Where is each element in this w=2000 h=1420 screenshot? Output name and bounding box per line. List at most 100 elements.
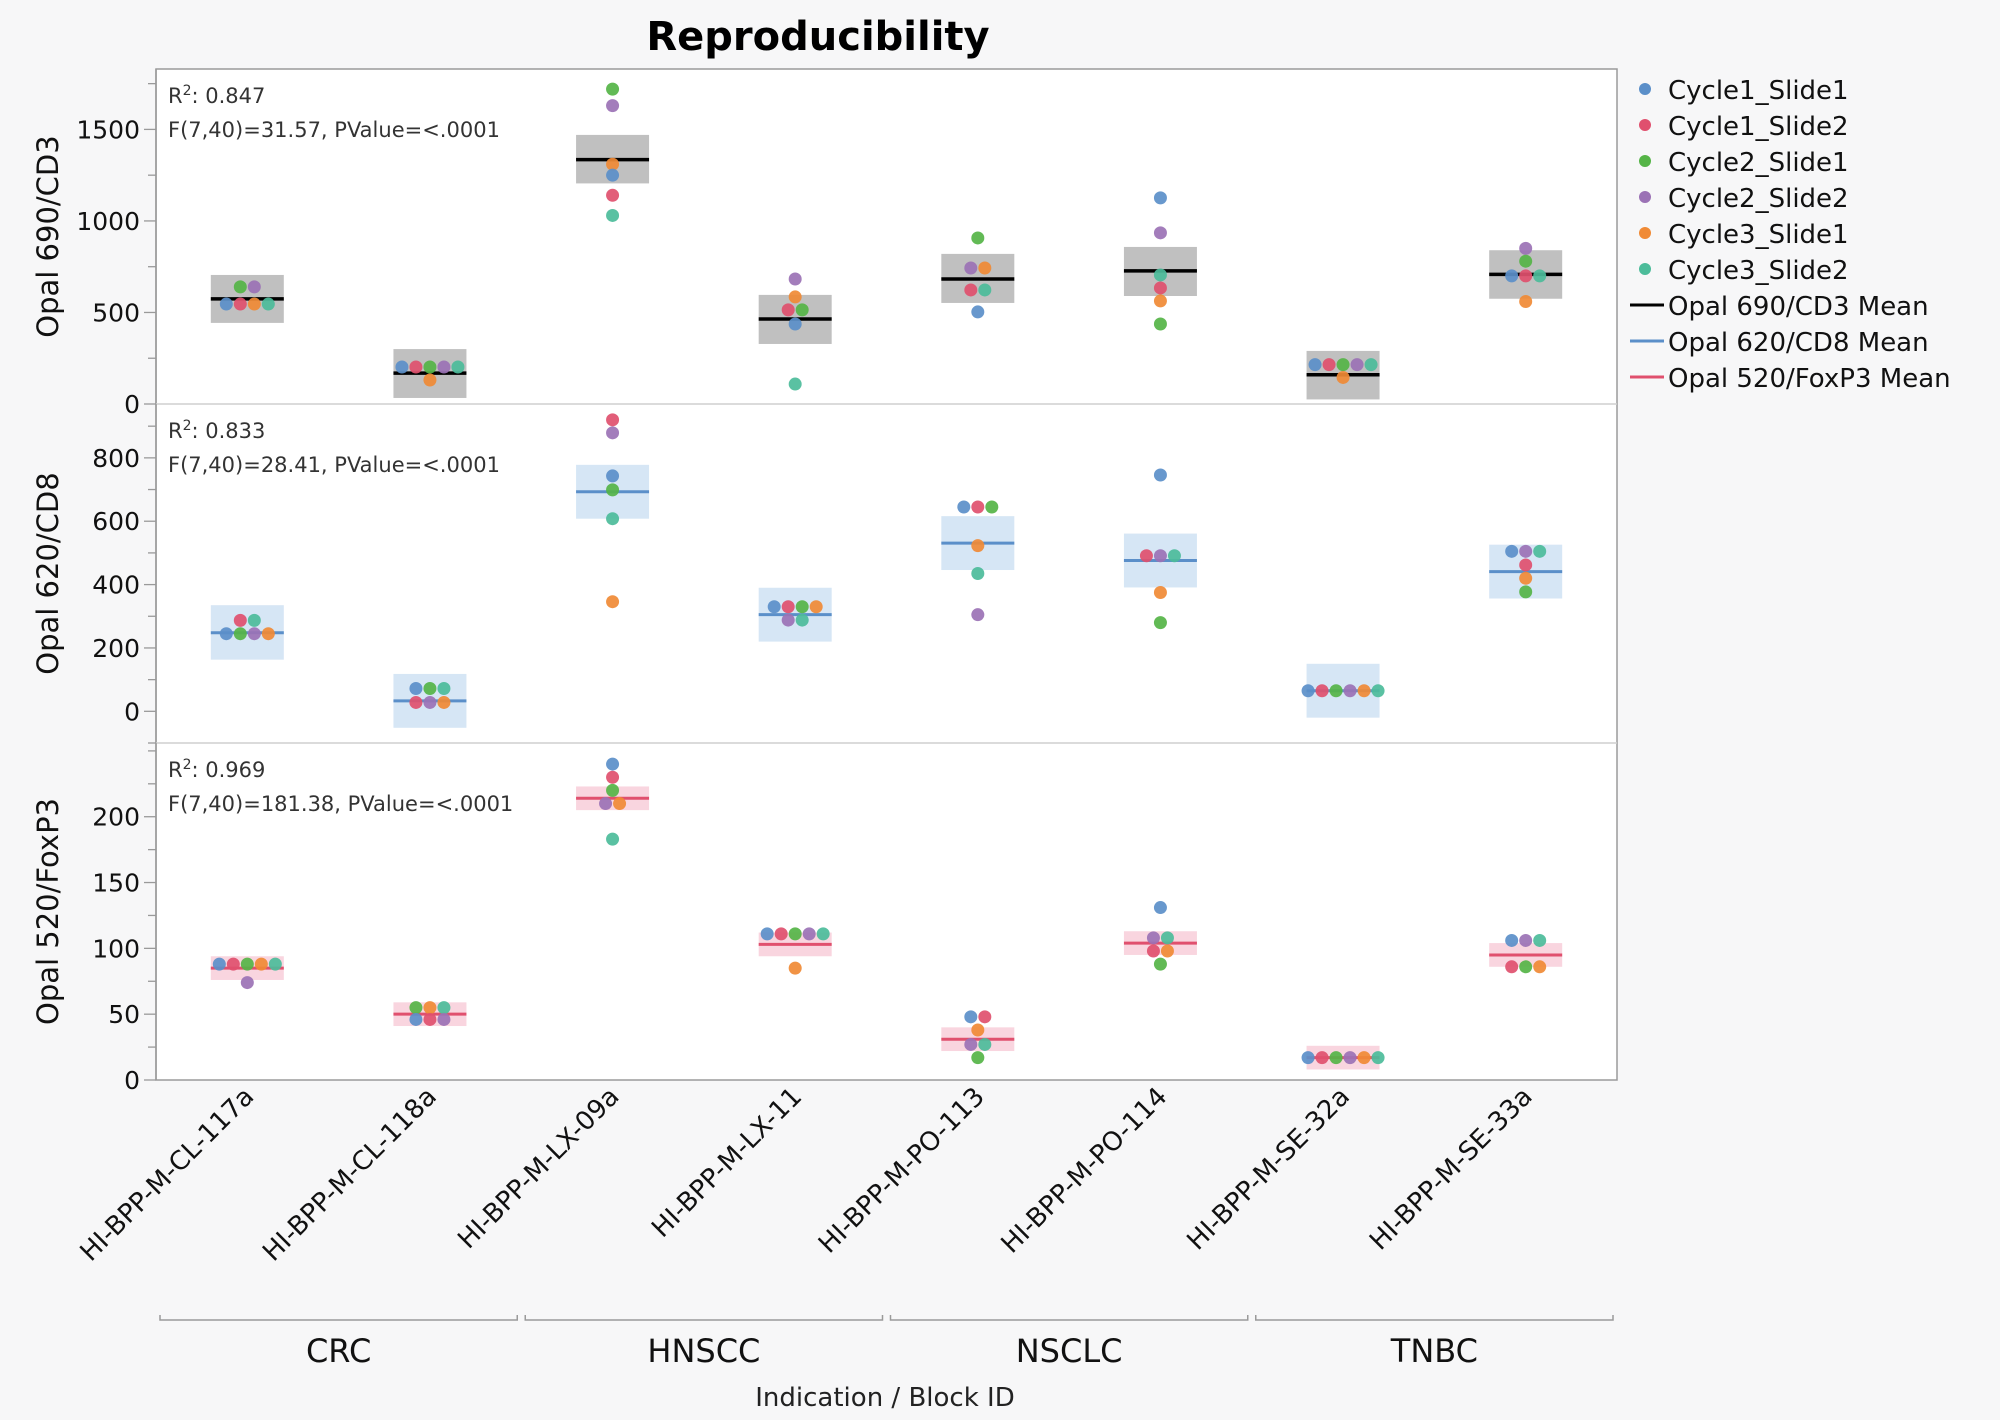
y-axis-label: Opal 690/CD3	[31, 135, 65, 337]
data-point-cycle3-slide2	[1160, 931, 1174, 945]
legend-item: Opal 690/CD3 Mean	[1630, 292, 1929, 322]
data-point-cycle2-slide1	[971, 231, 985, 245]
y-tick-label: 400	[92, 571, 140, 600]
data-point-cycle2-slide1	[423, 682, 437, 696]
legend-marker-dot	[1639, 83, 1651, 95]
category-group	[941, 231, 1015, 319]
data-point-cycle2-slide1	[1329, 1051, 1343, 1065]
x-category-label: HI-BPP-M-LX-09a	[452, 1082, 625, 1255]
y-tick-label: 0	[124, 1066, 140, 1095]
data-point-cycle3-slide1	[437, 695, 451, 709]
data-point-cycle2-slide2	[781, 613, 795, 627]
data-point-cycle3-slide1	[1160, 944, 1174, 958]
data-point-cycle2-slide1	[1336, 358, 1350, 372]
data-point-cycle1-slide1	[788, 317, 802, 331]
legend-item: Cycle3_Slide2	[1639, 256, 1849, 286]
legend-label: Cycle3_Slide2	[1668, 256, 1849, 286]
legend-marker-dot	[1639, 155, 1651, 167]
data-point-cycle1-slide2	[1139, 549, 1153, 563]
data-point-cycle3-slide1	[788, 290, 802, 304]
legend-marker-dot	[1639, 191, 1651, 203]
data-point-cycle3-slide2	[1533, 933, 1547, 947]
plot-frame	[155, 68, 1618, 1081]
category-group	[1301, 663, 1385, 718]
data-point-cycle1-slide1	[767, 600, 781, 614]
data-point-cycle3-slide2	[978, 283, 992, 297]
data-point-cycle1-slide2	[423, 1012, 437, 1026]
data-point-cycle3-slide1	[1357, 684, 1371, 698]
data-point-cycle2-slide1	[606, 82, 620, 96]
data-point-cycle3-slide2	[606, 208, 620, 222]
data-point-cycle2-slide2	[423, 695, 437, 709]
data-point-cycle2-slide2	[437, 360, 451, 374]
r-squared-text: R2: 0.833	[168, 418, 265, 443]
data-point-cycle2-slide2	[1343, 1051, 1357, 1065]
data-point-cycle3-slide1	[978, 261, 992, 275]
data-point-cycle3-slide1	[971, 539, 985, 553]
data-point-cycle1-slide2	[1519, 269, 1533, 283]
legend-item: Cycle2_Slide1	[1639, 148, 1849, 178]
data-point-cycle1-slide2	[781, 303, 795, 317]
data-point-cycle1-slide2	[606, 770, 620, 784]
group-bracket	[524, 1315, 884, 1321]
data-point-cycle2-slide2	[1146, 931, 1160, 945]
legend-item: Opal 620/CD8 Mean	[1630, 328, 1929, 358]
category-group	[941, 1010, 1015, 1065]
x-category-label: HI-BPP-M-LX-11	[646, 1082, 808, 1244]
data-point-cycle3-slide1	[254, 957, 268, 971]
data-point-cycle1-slide2	[781, 600, 795, 614]
data-point-cycle2-slide1	[1519, 960, 1533, 974]
data-point-cycle3-slide1	[423, 373, 437, 387]
data-point-cycle3-slide2	[451, 360, 465, 374]
y-tick-label: 50	[108, 1000, 140, 1029]
data-point-cycle1-slide1	[1153, 901, 1167, 915]
data-point-cycle2-slide1	[788, 927, 802, 941]
data-point-cycle3-slide2	[261, 297, 275, 311]
f-test-text: F(7,40)=31.57, PValue=<.0001	[168, 118, 500, 142]
y-tick-label: 200	[92, 803, 140, 832]
y-tick-label: 150	[92, 869, 140, 898]
y-axis-label: Opal 620/CD8	[31, 472, 65, 674]
data-point-cycle2-slide2	[437, 1012, 451, 1026]
legend-label: Cycle2_Slide2	[1668, 184, 1849, 214]
data-point-cycle1-slide1	[1153, 191, 1167, 205]
category-group	[1306, 350, 1380, 400]
data-point-cycle1-slide1	[212, 957, 226, 971]
data-point-cycle1-slide2	[971, 500, 985, 514]
f-test-text: F(7,40)=28.41, PValue=<.0001	[168, 453, 500, 477]
data-point-cycle3-slide2	[795, 613, 809, 627]
group-label: HNSCC	[647, 1332, 760, 1370]
data-point-cycle2-slide1	[423, 360, 437, 374]
data-point-cycle3-slide1	[1519, 571, 1533, 585]
data-point-cycle2-slide2	[1519, 241, 1533, 255]
category-group	[758, 587, 832, 642]
legend-item: Cycle2_Slide2	[1639, 184, 1849, 214]
data-point-cycle1-slide1	[606, 469, 620, 483]
legend-label: Opal 690/CD3 Mean	[1668, 292, 1929, 322]
data-point-cycle2-slide1	[240, 957, 254, 971]
data-point-cycle1-slide1	[395, 360, 409, 374]
data-point-cycle2-slide2	[247, 627, 261, 641]
data-point-cycle1-slide2	[409, 695, 423, 709]
legend-label: Cycle1_Slide1	[1668, 76, 1849, 106]
data-point-cycle3-slide2	[816, 927, 830, 941]
y-axis-label: Opal 520/FoxP3	[31, 798, 65, 1025]
data-point-cycle3-slide2	[437, 682, 451, 696]
data-point-cycle1-slide1	[1505, 933, 1519, 947]
data-point-cycle1-slide2	[774, 927, 788, 941]
y-tick-label: 200	[92, 634, 140, 663]
data-point-cycle1-slide2	[1505, 960, 1519, 974]
data-point-cycle2-slide1	[233, 627, 247, 641]
data-point-cycle2-slide1	[1519, 254, 1533, 268]
data-point-cycle3-slide1	[1336, 370, 1350, 384]
data-point-cycle2-slide1	[795, 303, 809, 317]
data-point-cycle3-slide2	[1533, 544, 1547, 558]
data-point-cycle2-slide2	[1519, 933, 1533, 947]
data-point-cycle2-slide1	[1519, 585, 1533, 599]
data-point-cycle3-slide1	[1357, 1051, 1371, 1065]
category-group	[576, 757, 650, 846]
data-point-cycle2-slide1	[606, 483, 620, 497]
y-tick-label: 800	[92, 444, 140, 473]
data-point-cycle2-slide2	[1519, 544, 1533, 558]
